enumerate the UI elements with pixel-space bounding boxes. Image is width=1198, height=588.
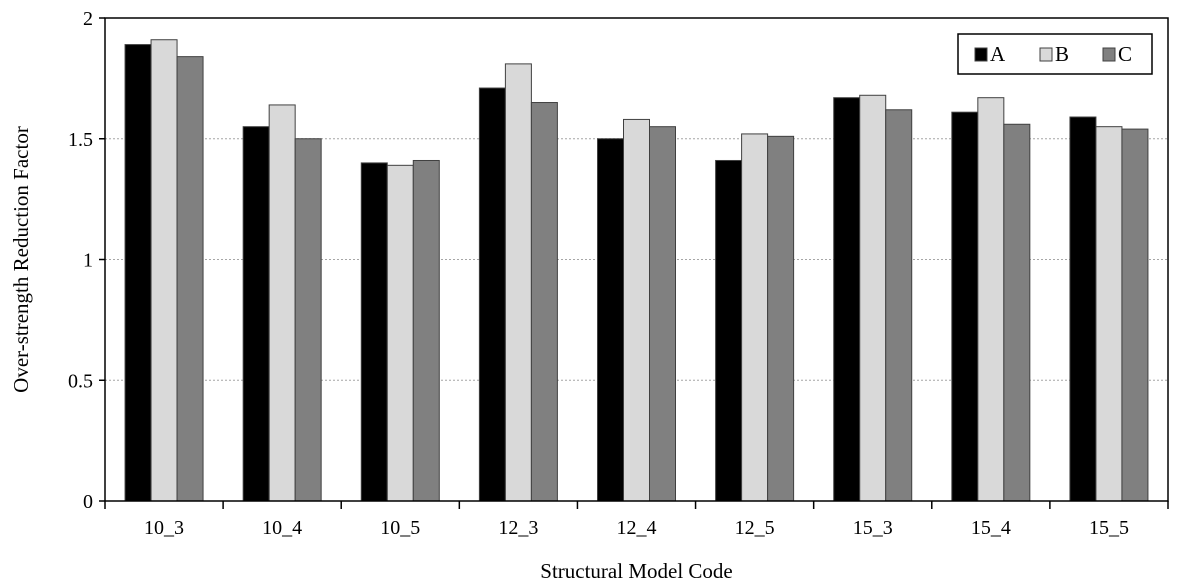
bar-C-15_5	[1121, 128, 1149, 502]
bar-A-12_3	[478, 87, 506, 502]
bar-C-12_3	[530, 102, 558, 502]
x-axis-title: Structural Model Code	[540, 559, 732, 583]
x-tick-label: 12_3	[498, 517, 538, 539]
bar-A-15_3	[833, 97, 861, 502]
y-tick-label: 0.5	[68, 370, 93, 392]
legend-box	[957, 33, 1153, 75]
bar-B-12_5	[741, 133, 769, 502]
y-tick-label: 1	[83, 250, 93, 272]
bar-B-12_3	[504, 63, 532, 502]
bar-C-12_5	[767, 135, 795, 502]
x-tick-label: 10_4	[262, 517, 302, 539]
bar-C-15_4	[1003, 123, 1031, 502]
legend: A B C	[957, 33, 1153, 75]
x-tick-label: 10_3	[144, 517, 184, 539]
legend-swatch-B	[1039, 47, 1053, 62]
legend-label-C: C	[1118, 42, 1132, 66]
x-tick-label: 15_3	[853, 517, 893, 539]
bar-C-10_3	[176, 56, 204, 502]
bar-B-10_3	[150, 39, 178, 502]
bars	[124, 39, 1149, 502]
bar-C-12_4	[649, 126, 676, 502]
y-tick-label: 1.5	[68, 129, 93, 151]
x-tick-label: 15_5	[1089, 517, 1129, 539]
bar-A-10_5	[360, 162, 388, 502]
legend-swatch-A	[974, 47, 988, 62]
x-axis-ticks: 10_3 10_4 10_5 12_3 12_4 12_5 15_3 15_4 15_5	[104, 501, 1169, 539]
y-tick-label: 0	[83, 491, 93, 513]
legend-label-A: A	[990, 42, 1006, 66]
legend-swatch-C	[1102, 47, 1116, 62]
bar-A-10_3	[124, 44, 152, 502]
bar-B-15_3	[859, 94, 887, 502]
bar-A-15_5	[1069, 116, 1097, 502]
bar-B-15_5	[1095, 126, 1123, 502]
y-tick-label: 2	[83, 8, 93, 30]
y-axis-ticks: 0 0.5 1 1.5 2	[68, 8, 105, 513]
bar-B-10_4	[268, 104, 296, 502]
bar-A-12_4	[597, 138, 624, 502]
bar-C-10_4	[294, 138, 322, 502]
bar-B-10_5	[386, 164, 414, 502]
x-tick-label: 12_5	[735, 517, 775, 539]
bar-A-12_5	[715, 159, 743, 502]
bar-B-15_4	[977, 97, 1005, 502]
y-axis-title: Over-strength Reduction Factor	[9, 126, 33, 393]
bar-A-10_4	[242, 126, 270, 502]
x-tick-label: 10_5	[380, 517, 420, 539]
bar-C-10_5	[412, 159, 440, 502]
x-tick-label: 12_4	[617, 517, 657, 539]
bar-C-15_3	[885, 109, 913, 502]
legend-label-B: B	[1055, 42, 1069, 66]
x-tick-label: 15_4	[971, 517, 1011, 539]
bar-B-12_4	[623, 118, 650, 502]
bar-A-15_4	[951, 111, 979, 502]
